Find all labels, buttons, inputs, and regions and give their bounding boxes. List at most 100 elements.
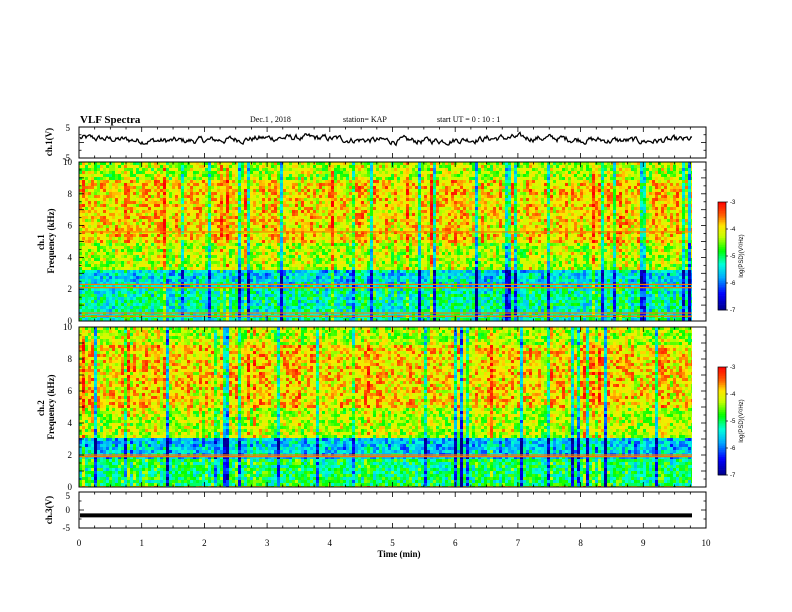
spectrogram-cell — [256, 291, 260, 295]
spectrogram-cell — [157, 261, 161, 265]
spectrogram-cell — [109, 261, 113, 265]
spectrogram-cell — [253, 255, 257, 259]
spectrogram-cell — [133, 243, 137, 247]
spectrogram-cell — [310, 192, 314, 196]
spectrogram-cell — [328, 204, 332, 208]
spectrogram-cell — [124, 231, 128, 235]
spectrogram-cell — [154, 207, 158, 211]
spectrogram-cell — [127, 222, 131, 226]
spectrogram-cell — [259, 300, 263, 304]
spectrogram-cell — [241, 198, 245, 202]
spectrogram-cell — [118, 204, 122, 208]
spectrogram-cell — [304, 237, 308, 241]
spectrogram-cell — [172, 207, 176, 211]
spectrogram-cell — [139, 162, 143, 166]
spectrogram-cell — [238, 174, 242, 178]
spectrogram-cell — [334, 261, 338, 265]
spectrogram-cell — [349, 255, 353, 259]
spectrogram-cell — [100, 294, 104, 298]
spectrogram-cell — [235, 195, 239, 199]
spectrogram-cell — [103, 267, 107, 271]
spectrogram-cell — [286, 237, 290, 241]
spectrogram-cell — [220, 195, 224, 199]
spectrogram-cell — [208, 237, 212, 241]
spectrogram-cell — [229, 267, 233, 271]
spectrogram-cell — [310, 201, 314, 205]
spectrogram-cell — [316, 225, 320, 229]
spectrogram-cell — [256, 261, 260, 265]
spectrogram-cell — [283, 270, 287, 274]
spectrogram-cell — [121, 225, 125, 229]
spectrogram-cell — [253, 183, 257, 187]
spectrogram-cell — [352, 207, 356, 211]
spectrogram-cell — [250, 225, 254, 229]
spectrogram-cell — [346, 252, 350, 256]
spectrogram-cell — [280, 183, 284, 187]
spectrogram-cell — [340, 183, 344, 187]
spectrogram-cell — [157, 207, 161, 211]
spectrogram-cell — [133, 183, 137, 187]
spectrogram-cell — [340, 195, 344, 199]
spectrogram-cell — [82, 162, 86, 166]
spectrogram-cell — [325, 261, 329, 265]
spectrogram-cell — [160, 225, 164, 229]
spectrogram-cell — [88, 234, 92, 238]
spectrogram-cell — [349, 291, 353, 295]
spectrogram-cell — [121, 162, 125, 166]
spectrogram-cell — [334, 171, 338, 175]
spectrogram-cell — [118, 180, 122, 184]
spectrogram-cell — [346, 171, 350, 175]
spectrogram-cell — [244, 228, 248, 232]
spectrogram-cell — [85, 303, 89, 307]
spectrogram-cell — [157, 306, 161, 310]
spectrogram-cell — [124, 300, 128, 304]
spectrogram-cell — [343, 240, 347, 244]
spectrogram-cell — [334, 198, 338, 202]
spectrogram-cell — [283, 183, 287, 187]
spectrogram-cell — [349, 201, 353, 205]
spectrogram-cell — [355, 162, 359, 166]
spectrogram-cell — [157, 204, 161, 208]
spectrogram-cell — [241, 255, 245, 259]
spectrogram-cell — [334, 162, 338, 166]
spectrogram-cell — [103, 195, 107, 199]
spectrogram-cell — [301, 258, 305, 262]
spectrogram-cell — [205, 210, 209, 214]
spectrogram-cell — [325, 285, 329, 289]
spectrogram-cell — [196, 276, 200, 280]
spectrogram-cell — [268, 240, 272, 244]
spectrogram-cell — [226, 294, 230, 298]
spectrogram-cell — [118, 198, 122, 202]
spectrogram-cell — [133, 225, 137, 229]
spectrogram-cell — [292, 228, 296, 232]
spectrogram-cell — [346, 285, 350, 289]
spectrogram-cell — [319, 183, 323, 187]
spectrogram-cell — [217, 234, 221, 238]
spectrogram-cell — [178, 162, 182, 166]
spectrogram-cell — [97, 225, 101, 229]
spectrogram-cell — [133, 171, 137, 175]
spectrogram-cell — [196, 162, 200, 166]
spectrogram-cell — [103, 183, 107, 187]
spectrogram-cell — [310, 237, 314, 241]
spectrogram-cell — [223, 252, 227, 256]
spectrogram-cell — [346, 174, 350, 178]
spectrogram-cell — [112, 189, 116, 193]
spectrogram-cell — [295, 180, 299, 184]
spectrogram-cell — [262, 225, 266, 229]
spectrogram-cell — [121, 237, 125, 241]
spectrogram-cell — [130, 192, 134, 196]
spectrogram-cell — [160, 177, 164, 181]
spectrogram-cell — [94, 219, 98, 223]
spectrogram-cell — [232, 300, 236, 304]
spectrogram-cell — [256, 252, 260, 256]
spectrogram-cell — [223, 306, 227, 310]
spectrogram-cell — [349, 282, 353, 286]
spectrogram-cell — [247, 252, 251, 256]
spectrogram-cell — [115, 189, 119, 193]
spectrogram-cell — [325, 216, 329, 220]
spectrogram-cell — [271, 276, 275, 280]
spectrogram-cell — [322, 294, 326, 298]
spectrogram-cell — [133, 285, 137, 289]
spectrogram-cell — [160, 210, 164, 214]
